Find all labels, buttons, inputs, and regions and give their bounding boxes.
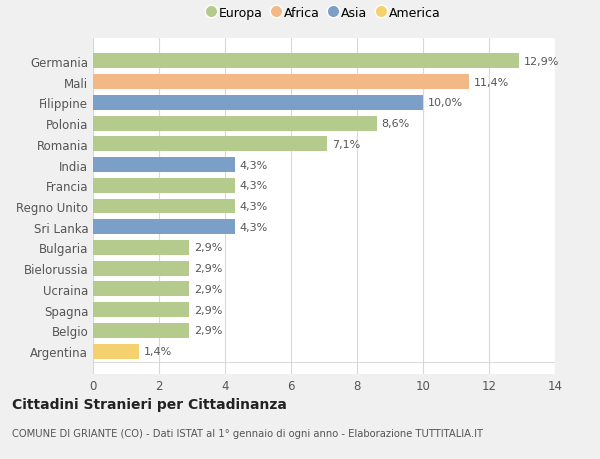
Text: 2,9%: 2,9%	[194, 284, 222, 294]
Text: 4,3%: 4,3%	[240, 181, 268, 191]
Text: 4,3%: 4,3%	[240, 202, 268, 212]
Text: COMUNE DI GRIANTE (CO) - Dati ISTAT al 1° gennaio di ogni anno - Elaborazione TU: COMUNE DI GRIANTE (CO) - Dati ISTAT al 1…	[12, 428, 483, 438]
Bar	[93, 95, 423, 111]
Text: 11,4%: 11,4%	[474, 78, 509, 87]
Text: 7,1%: 7,1%	[332, 140, 361, 150]
Bar	[93, 54, 519, 69]
Text: 2,9%: 2,9%	[194, 305, 222, 315]
Bar	[93, 261, 188, 276]
Text: 4,3%: 4,3%	[240, 222, 268, 232]
Bar	[93, 220, 235, 235]
Text: 2,9%: 2,9%	[194, 326, 222, 336]
Text: 4,3%: 4,3%	[240, 160, 268, 170]
Bar	[93, 344, 139, 359]
Bar	[93, 323, 188, 338]
Text: 1,4%: 1,4%	[144, 347, 172, 356]
Bar	[93, 137, 328, 152]
Text: 8,6%: 8,6%	[382, 119, 410, 129]
Bar	[93, 75, 469, 90]
Bar	[93, 158, 235, 173]
Bar	[93, 241, 188, 255]
Bar	[93, 302, 188, 318]
Bar	[93, 179, 235, 193]
Legend: Europa, Africa, Asia, America: Europa, Africa, Asia, America	[203, 2, 445, 25]
Text: 10,0%: 10,0%	[428, 98, 463, 108]
Bar	[93, 116, 377, 131]
Bar	[93, 199, 235, 214]
Text: Cittadini Stranieri per Cittadinanza: Cittadini Stranieri per Cittadinanza	[12, 397, 287, 411]
Text: 12,9%: 12,9%	[524, 57, 559, 67]
Text: 2,9%: 2,9%	[194, 263, 222, 274]
Text: 2,9%: 2,9%	[194, 243, 222, 253]
Bar	[93, 282, 188, 297]
